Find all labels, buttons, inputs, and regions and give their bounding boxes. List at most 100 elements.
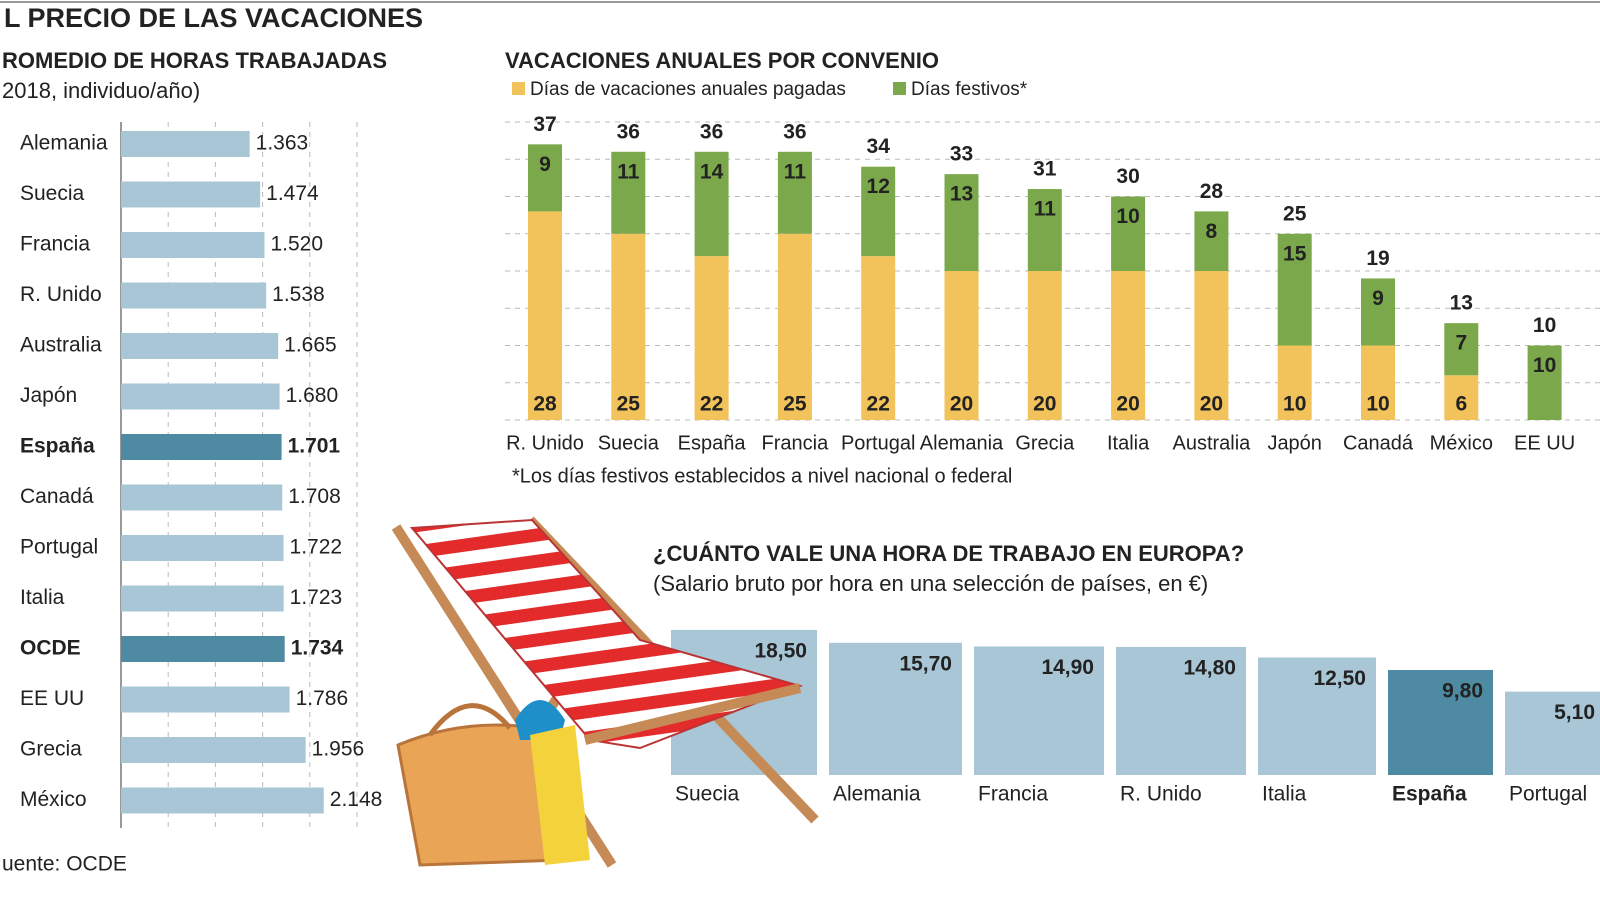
value-label: 14,90 xyxy=(1041,656,1094,679)
value-label: 1.665 xyxy=(284,334,337,357)
chart-title: VACACIONES ANUALES POR CONVENIO xyxy=(505,48,939,73)
segment-label: 10 xyxy=(1366,393,1389,416)
total-label: 13 xyxy=(1450,292,1473,315)
category-label: Grecia xyxy=(20,738,82,761)
segment-label: 11 xyxy=(784,160,807,183)
bar-segment xyxy=(528,211,562,420)
category-label: Alemania xyxy=(920,432,1004,454)
bar-segment xyxy=(694,151,729,257)
bar-segment xyxy=(1444,323,1479,376)
segment-label: 7 xyxy=(1455,332,1467,355)
segment-label: 25 xyxy=(617,393,641,416)
value-label: 1.701 xyxy=(288,435,341,458)
chart-title: ROMEDIO DE HORAS TRABAJADAS xyxy=(2,48,387,73)
bar xyxy=(1388,669,1493,775)
category-label: R. Unido xyxy=(20,283,102,306)
bar xyxy=(121,737,306,763)
bar xyxy=(121,636,285,662)
category-label: Japón xyxy=(20,384,77,407)
category-label: Alemania xyxy=(20,132,108,155)
bar xyxy=(121,787,324,814)
value-label: 1.538 xyxy=(272,283,325,306)
category-label: Grecia xyxy=(1015,432,1075,454)
category-label: Australia xyxy=(1172,432,1251,454)
bar xyxy=(829,642,962,775)
category-label: España xyxy=(678,432,747,454)
category-label: Portugal xyxy=(20,536,98,559)
category-label: Canadá xyxy=(20,485,94,508)
segment-label: 20 xyxy=(1116,393,1139,416)
segment-label: 28 xyxy=(533,393,557,416)
value-label: 1.708 xyxy=(288,485,341,508)
total-label: 33 xyxy=(950,143,973,166)
value-label: 2.148 xyxy=(330,788,383,811)
segment-label: 10 xyxy=(1283,393,1306,416)
bar-segment xyxy=(861,166,896,257)
bar-segment xyxy=(861,256,896,420)
bar-segment xyxy=(1027,189,1062,271)
bar-segment xyxy=(1361,345,1395,420)
segment-label: 6 xyxy=(1455,393,1467,416)
category-label: México xyxy=(1430,432,1493,454)
page-title: L PRECIO DE LAS VACACIONES xyxy=(4,3,423,33)
category-label: Suecia xyxy=(20,182,85,205)
total-label: 30 xyxy=(1116,165,1139,188)
category-label: R. Unido xyxy=(506,432,584,454)
category-label: Italia xyxy=(20,586,65,609)
segment-label: 12 xyxy=(867,175,890,198)
total-label: 10 xyxy=(1533,314,1556,337)
value-label: 1.722 xyxy=(290,536,343,559)
deckchair-illustration xyxy=(391,516,819,868)
bar-segment xyxy=(611,151,646,234)
segment-label: 20 xyxy=(1200,393,1223,416)
chart-subtitle: 2018, individuo/año) xyxy=(2,78,200,103)
bar-segment xyxy=(1111,196,1146,271)
bar xyxy=(121,383,280,410)
bar-segment xyxy=(694,256,729,420)
legend-swatch xyxy=(893,82,906,95)
bar xyxy=(121,181,261,208)
segment-label: 15 xyxy=(1283,242,1307,265)
bar xyxy=(121,585,284,612)
total-label: 28 xyxy=(1200,180,1224,203)
bar-segment xyxy=(1027,271,1062,420)
legend-label: Días festivos* xyxy=(911,79,1028,100)
value-label: 1.474 xyxy=(266,182,319,205)
bar-segment xyxy=(777,233,812,420)
segment-label: 20 xyxy=(950,393,973,416)
bar-segment xyxy=(611,233,646,420)
segment-label: 20 xyxy=(1033,393,1056,416)
segment-label: 22 xyxy=(867,393,890,416)
category-label: Canadá xyxy=(1343,432,1414,454)
category-label: OCDE xyxy=(20,637,81,660)
segment-label: 8 xyxy=(1206,220,1218,243)
value-label: 1.363 xyxy=(256,132,309,155)
total-label: 31 xyxy=(1033,158,1057,181)
segment-label: 11 xyxy=(617,160,640,183)
legend-label: Días de vacaciones anuales pagadas xyxy=(530,79,846,100)
category-label: Italia xyxy=(1262,783,1307,806)
legend-swatch xyxy=(512,82,525,95)
bar-segment xyxy=(944,174,979,271)
segment-label: 14 xyxy=(700,160,724,183)
category-label: Francia xyxy=(20,233,90,256)
total-label: 25 xyxy=(1283,202,1307,225)
segment-label: 11 xyxy=(1034,198,1057,221)
segment-label: 13 xyxy=(950,183,973,206)
bar-segment xyxy=(944,271,979,420)
category-label: EE UU xyxy=(1514,432,1575,454)
bar-segment xyxy=(1527,345,1562,420)
source: uente: OCDE xyxy=(2,853,127,876)
total-label: 36 xyxy=(700,120,723,143)
category-label: Italia xyxy=(1107,432,1150,454)
segment-label: 9 xyxy=(1372,287,1384,310)
segment-label: 10 xyxy=(1116,205,1139,228)
chart-subtitle: (Salario bruto por hora en una selección… xyxy=(653,571,1208,596)
bar-segment xyxy=(528,144,562,212)
bar xyxy=(121,484,283,511)
value-label: 1.680 xyxy=(286,384,339,407)
bar xyxy=(121,535,284,561)
bar xyxy=(974,646,1104,775)
bar-segment xyxy=(1194,271,1229,420)
bar-segment xyxy=(1277,233,1312,346)
